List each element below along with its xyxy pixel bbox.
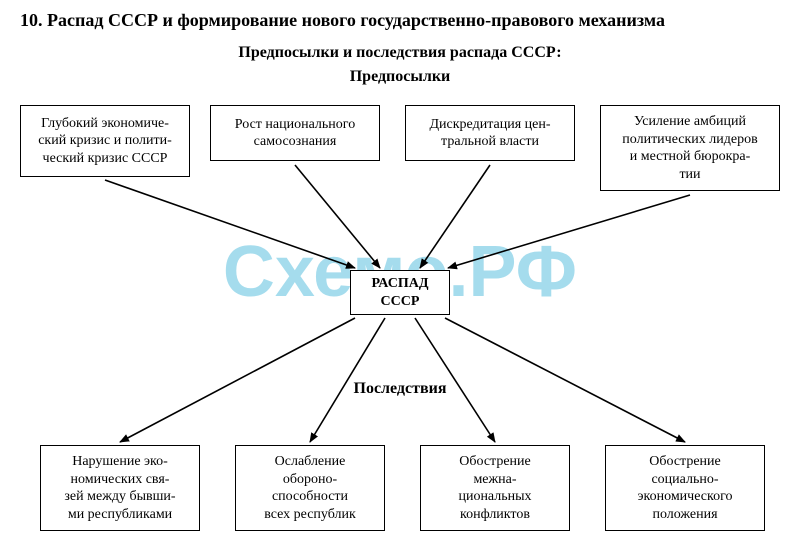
section-label-bottom: Последствия — [0, 380, 800, 398]
edge-top2-to-center — [295, 165, 380, 268]
consequence-box-3: Обострение межна- циональных конфликтов — [420, 445, 570, 531]
premise-box-4: Усиление амбиций политических лидеров и … — [600, 105, 780, 191]
edge-top3-to-center — [420, 165, 490, 268]
premise-box-3: Дискредитация цен- тральной власти — [405, 105, 575, 161]
section-label-top: Предпосылки — [0, 68, 800, 86]
center-box: РАСПАД СССР — [350, 270, 450, 315]
premise-box-1: Глубокий экономиче- ский кризис и полити… — [20, 105, 190, 177]
consequence-box-2: Ослабление обороно- способности всех рес… — [235, 445, 385, 531]
consequence-box-4: Обострение социально- экономического пол… — [605, 445, 765, 531]
edge-top1-to-center — [105, 180, 355, 268]
subtitle: Предпосылки и последствия распада СССР: — [0, 44, 800, 62]
diagram-stage: 10. Распад СССР и формирование нового го… — [0, 0, 800, 544]
premise-box-2: Рост национального самосознания — [210, 105, 380, 161]
consequence-box-1: Нарушение эко- номических свя- зей между… — [40, 445, 200, 531]
page-title: 10. Распад СССР и формирование нового го… — [0, 10, 800, 31]
edge-top4-to-center — [448, 195, 690, 268]
